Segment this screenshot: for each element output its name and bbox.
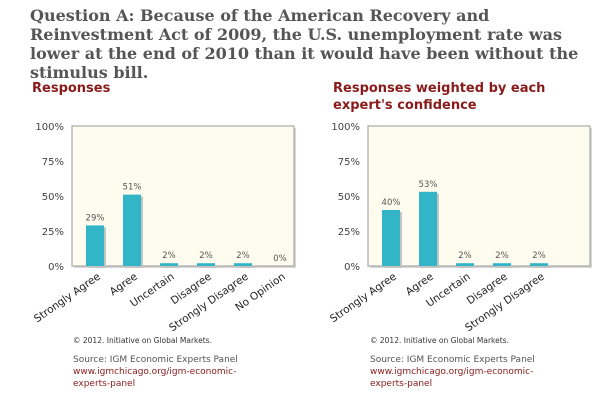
chart-2-ytick-label: 0% [344,262,360,273]
chart-2-data-label: 2% [532,251,546,261]
chart-2: 100%75%50%25%0%40%Strongly Agree53%Agree… [328,122,592,334]
chart-2-ytick-label: 75% [338,157,360,168]
chart-2-category-label: Strongly Agree [328,271,399,326]
source-link-1[interactable]: www.igmchicago.org/igm-economic-experts-… [73,367,237,389]
chart-2-bar-shadow [532,265,550,268]
source-link-2[interactable]: www.igmchicago.org/igm-economic-experts-… [370,367,534,389]
chart-1-data-label: 2% [236,251,250,261]
copyright-credit-1: © 2012. Initiative on Global Markets. [73,336,212,345]
question-text: Question A: Because of the American Reco… [30,6,579,82]
chart-2-bar [530,263,548,266]
chart-1-data-label: 2% [162,251,176,261]
chart-2-bar [419,191,437,266]
chart-2-ytick-label: 50% [338,192,360,203]
chart-1-ytick-label: 75% [42,157,64,168]
chart-2-data-label: 2% [458,251,472,261]
copyright-credit-2: © 2012. Initiative on Global Markets. [370,336,509,345]
chart-1-data-label: 0% [273,254,287,264]
source-note-1: Source: IGM Economic Experts Panel www.i… [73,354,273,390]
chart-2-bar [456,263,474,266]
source-text-1: Source: IGM Economic Experts Panel [73,355,238,365]
source-text-2: Source: IGM Economic Experts Panel [370,355,535,365]
chart-2-data-label: 53% [419,180,438,190]
chart-1-bar [197,263,215,266]
chart-1-data-label: 29% [86,213,105,223]
chart-1-ytick-label: 100% [35,122,64,133]
chart-1-bar [160,263,178,266]
chart-1-ytick-label: 0% [48,262,64,273]
chart-1-bar-shadow [162,265,180,268]
chart-1-bar [234,263,252,266]
chart-2-plot-area [367,125,591,267]
chart-1-bar-shadow [199,265,217,268]
chart-1-bar-shadow [236,265,254,268]
chart-2-bar-shadow [495,265,513,268]
chart-1: 100%75%50%25%0%29%Strongly Agree51%Agree… [32,122,296,334]
chart-1-ytick-label: 25% [42,227,64,238]
chart-2-bar [493,263,511,266]
chart-1-bar [123,194,141,266]
chart-2-title: Responses weighted by each expert's conf… [333,81,546,113]
chart-2-bar [382,210,400,266]
chart-1-plot-area [71,125,295,267]
chart-1-ytick-label: 50% [42,192,64,203]
chart-1-title: Responses [32,81,111,96]
chart-2-ytick-label: 100% [331,122,360,133]
chart-2-ytick-label: 25% [338,227,360,238]
source-note-2: Source: IGM Economic Experts Panel www.i… [370,354,570,390]
chart-1-data-label: 2% [199,251,213,261]
chart-1-bar [86,225,104,266]
chart-2-data-label: 2% [495,251,509,261]
chart-2-data-label: 40% [382,198,401,208]
chart-1-data-label: 51% [123,183,142,193]
chart-2-bar-shadow [458,265,476,268]
